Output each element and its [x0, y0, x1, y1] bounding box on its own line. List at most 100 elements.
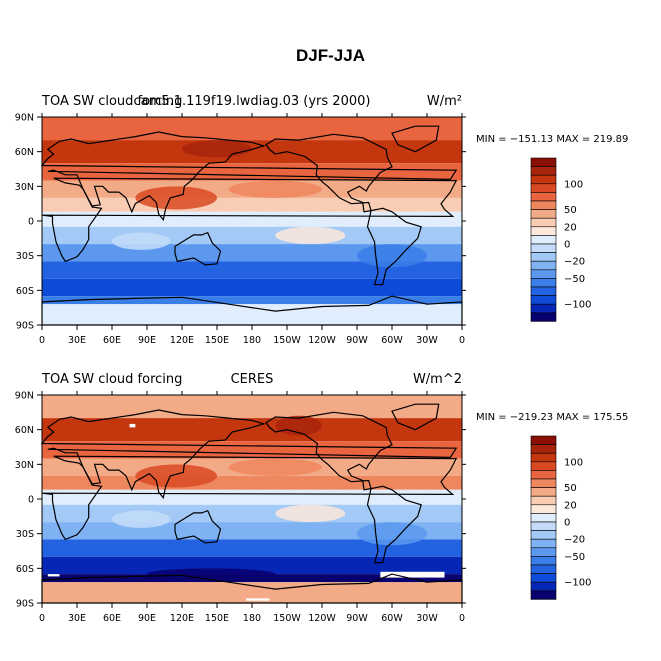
panel-stats: MIN = −151.13 MAX = 219.89 [476, 134, 628, 145]
colorbar-swatch [530, 217, 557, 228]
coastline-australia [174, 509, 222, 544]
panel-title-center: CERES [231, 372, 274, 387]
y-tick-label: 0 [28, 217, 34, 228]
colorbar-swatch [530, 530, 557, 540]
panel-units: W/m^2 [413, 372, 462, 387]
missing-data-patch [129, 423, 136, 428]
map-plot: 0 30E 60E 90E 120E 150E 180 150W 120W 90W 60W 30W 09… [15, 113, 466, 346]
field-band [42, 489, 462, 505]
x-tick-label: 60E [103, 613, 121, 624]
y-tick-label: 60N [15, 147, 34, 158]
x-tick-label: 60W [381, 335, 403, 346]
colorbar-swatch [530, 504, 557, 514]
colorbar-label: −100 [564, 300, 591, 311]
colorbar-swatch [530, 312, 557, 322]
x-tick-label: 0 [459, 613, 465, 624]
colorbar-label: 0 [564, 240, 570, 251]
colorbar-swatch [530, 581, 557, 592]
model-panel: TOA SW cloud forcing cam5.1.119f19.lwdia… [15, 94, 629, 346]
coastline-africa [41, 177, 458, 263]
x-tick-label: 120E [170, 613, 194, 624]
x-tick-label: 30E [68, 613, 86, 624]
missing-data-patch [47, 574, 60, 577]
coastline-samerica [366, 485, 422, 564]
page-title: DJF-JJA [296, 46, 365, 65]
colorbar-swatch [530, 286, 557, 296]
x-tick-label: 180 [243, 613, 261, 624]
colorbar-swatch [530, 495, 557, 506]
field-feature [228, 458, 322, 476]
colorbar-swatch [530, 243, 557, 253]
x-tick-label: 0 [39, 613, 45, 624]
x-tick-label: 90W [346, 613, 368, 624]
colorbar-label: −50 [564, 274, 585, 285]
missing-data-patch [380, 571, 445, 578]
x-tick-label: 0 [459, 335, 465, 346]
panel-stats: MIN = −219.23 MAX = 175.55 [476, 412, 628, 423]
coastline-samerica [366, 207, 422, 286]
field-band [42, 304, 462, 325]
obs-panel: TOA SW cloud forcing CERES W/m^2 MIN = −… [15, 372, 629, 624]
colorbar-swatch [530, 547, 557, 557]
field-feature [275, 226, 346, 245]
panel-title-left: TOA SW cloud forcing [41, 94, 182, 109]
x-tick-label: 120W [308, 335, 336, 346]
x-tick-label: 120E [170, 335, 194, 346]
panel-title-left: TOA SW cloud forcing [41, 372, 182, 387]
colorbar-swatch [530, 513, 557, 523]
colorbar-label: −100 [564, 578, 591, 589]
colorbar-swatch [530, 278, 557, 288]
field-band [42, 226, 462, 245]
colorbar-label: 50 [564, 483, 577, 494]
y-tick-label: 90N [15, 391, 34, 402]
panel-units: W/m² [427, 94, 462, 109]
x-tick-label: 150E [205, 335, 229, 346]
x-tick-label: 30W [416, 613, 438, 624]
colorbar-swatch [530, 556, 557, 566]
y-tick-label: 60N [15, 425, 34, 436]
y-tick-label: 90N [15, 113, 34, 124]
field-band [42, 582, 462, 603]
colorbar-label: 50 [564, 205, 577, 216]
x-tick-label: 90E [138, 335, 156, 346]
x-tick-label: 120W [308, 613, 336, 624]
coastline-africa [41, 455, 458, 541]
field-feature [357, 522, 427, 546]
field-band [42, 475, 462, 490]
field-feature [228, 180, 322, 198]
field-band [42, 117, 462, 141]
colorbar-swatch [530, 260, 557, 271]
coastline-eurasia [40, 409, 458, 500]
colorbar-label: 100 [564, 179, 583, 190]
field-feature [135, 464, 217, 488]
colorbar-swatch [530, 269, 557, 279]
x-tick-label: 180 [243, 335, 261, 346]
field-feature [135, 186, 217, 210]
colorbar-swatch [530, 209, 557, 219]
colorbar-swatch [530, 235, 557, 245]
y-tick-label: 30S [16, 251, 34, 262]
colorbar-label: 20 [564, 222, 577, 233]
field-band [42, 261, 462, 279]
colorbar-label: −20 [564, 535, 585, 546]
y-tick-label: 30N [15, 460, 34, 471]
colorbar-swatch [530, 435, 557, 445]
field-band [42, 441, 462, 459]
y-tick-label: 0 [28, 495, 34, 506]
colorbar-swatch [530, 444, 557, 454]
colorbar-swatch [530, 487, 557, 497]
colorbar-swatch [530, 461, 557, 471]
field-band [42, 556, 462, 575]
field-band [42, 395, 462, 419]
coastline-eurasia [40, 131, 458, 222]
colorbar-swatch [530, 226, 557, 236]
field-band [42, 418, 462, 442]
field-feature [275, 415, 322, 436]
x-tick-label: 90W [346, 335, 368, 346]
field-feature [275, 504, 346, 523]
panel-title-center: cam5.1.119f19.lwdiag.03 (yrs 2000) [134, 94, 371, 109]
colorbar-swatch [530, 295, 557, 305]
coastline-australia [174, 231, 222, 266]
field-feature [112, 510, 171, 528]
x-tick-label: 60E [103, 335, 121, 346]
